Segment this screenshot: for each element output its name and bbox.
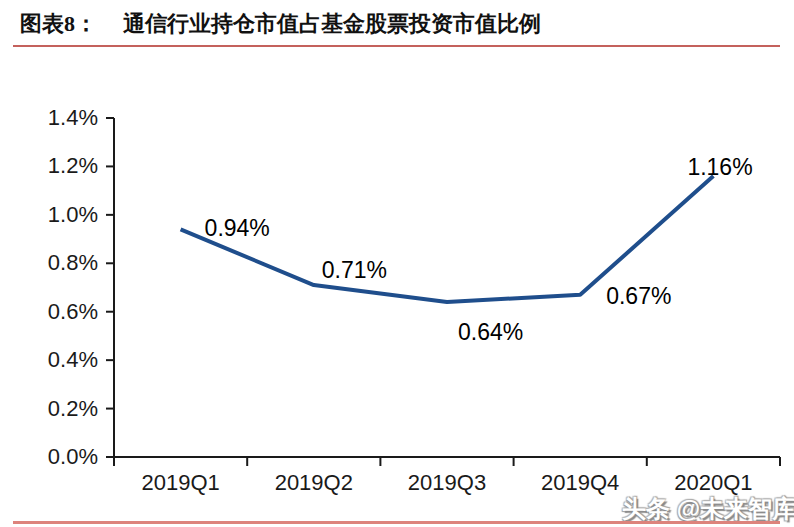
x-tick-label: 2019Q1 bbox=[111, 470, 251, 496]
bottom-accent-bar bbox=[13, 521, 780, 524]
chart-plot-svg bbox=[0, 0, 794, 527]
y-tick-label: 1.0% bbox=[0, 202, 98, 228]
figure-container: 图表8：通信行业持仓市值占基金股票投资市值比例 0.0%0.2%0.4%0.6%… bbox=[0, 0, 794, 527]
y-tick-label: 0.4% bbox=[0, 347, 98, 373]
y-tick-label: 0.6% bbox=[0, 299, 98, 325]
y-tick-label: 1.2% bbox=[0, 153, 98, 179]
y-tick-label: 0.0% bbox=[0, 444, 98, 470]
data-point-label: 0.71% bbox=[322, 257, 387, 283]
x-tick-label: 2019Q2 bbox=[244, 470, 384, 496]
data-point-label: 0.67% bbox=[606, 283, 671, 309]
data-point-label: 0.64% bbox=[458, 319, 523, 345]
y-tick-label: 0.2% bbox=[0, 396, 98, 422]
data-point-label: 0.94% bbox=[205, 215, 270, 241]
x-tick-label: 2019Q3 bbox=[377, 470, 517, 496]
y-tick-label: 0.8% bbox=[0, 250, 98, 276]
data-point-label: 1.16% bbox=[687, 154, 752, 180]
line-chart: 0.0%0.2%0.4%0.6%0.8%1.0%1.2%1.4% 2019Q12… bbox=[0, 0, 794, 527]
y-tick-label: 1.4% bbox=[0, 105, 98, 131]
